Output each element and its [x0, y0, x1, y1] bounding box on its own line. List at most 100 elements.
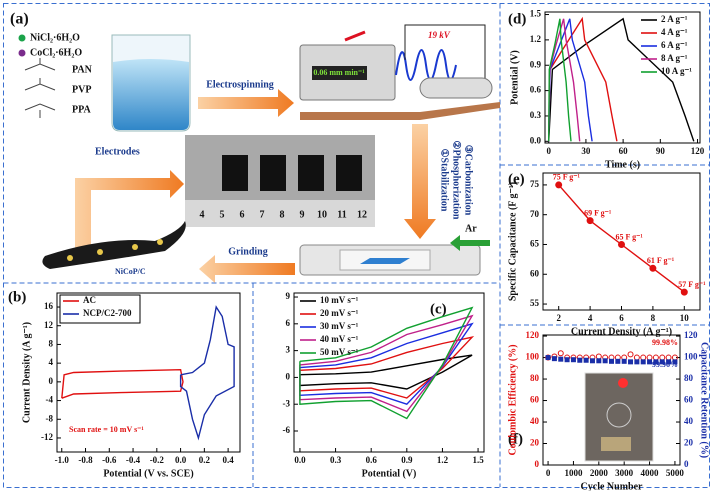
point	[640, 359, 646, 365]
gas: Ar	[465, 223, 477, 234]
data-label: 57 F g⁻¹	[678, 280, 706, 289]
y-tick-label: 0.0	[530, 135, 542, 145]
point	[558, 356, 564, 362]
point	[621, 358, 627, 364]
legend-label: 50 mV s⁻¹	[320, 347, 359, 357]
x-tick-label: -0.4	[126, 455, 141, 465]
x-tick-label: 3000	[615, 468, 634, 478]
y-tick-label: 0	[286, 371, 291, 381]
ruler-number: 6	[240, 209, 245, 220]
y-tick-label: 40	[530, 416, 540, 426]
point	[577, 357, 583, 363]
plot-frame	[293, 292, 485, 453]
structure	[24, 58, 56, 118]
series-line	[299, 322, 474, 406]
treatment: ③Carbonization	[463, 145, 474, 216]
ruler-number: 4	[200, 209, 205, 220]
x-tick-label: -0.6	[102, 455, 117, 465]
y-tick-label: -4	[46, 395, 54, 405]
icon	[18, 49, 26, 57]
x-tick-label: 2000	[590, 468, 609, 478]
point	[551, 356, 557, 362]
annotation: 99.96%	[652, 360, 678, 369]
series-line	[299, 314, 474, 413]
x-axis-label: Cycle Number	[581, 481, 643, 491]
y-tick-label: 20	[530, 438, 540, 448]
data-label: 75 F g⁻¹	[553, 173, 581, 182]
polymer: PVP	[72, 84, 91, 95]
arrow	[404, 124, 436, 239]
x-tick-label: 0.0	[175, 455, 187, 465]
point	[618, 240, 625, 248]
y-tick-label: 1.2	[530, 34, 542, 44]
y-tick-label: 16	[44, 301, 54, 311]
point	[659, 359, 665, 365]
product: NiCoP/C	[115, 267, 146, 276]
series-line	[548, 18, 572, 142]
panel-label: (a)	[10, 11, 29, 28]
y-tick-label: 9	[286, 291, 291, 301]
x-tick-label: 1000	[564, 468, 583, 478]
point	[596, 358, 602, 364]
y-tick-label: 8	[49, 339, 54, 349]
y-tick-label: 0	[535, 459, 540, 469]
x-tick-label: 0.3	[330, 455, 342, 465]
series-line	[548, 16, 618, 142]
y-tick-label: 0	[684, 459, 689, 469]
point	[666, 359, 672, 365]
x-tick-label: 6	[619, 313, 624, 323]
x-tick-label: 1.5	[472, 455, 484, 465]
panel-label: (e)	[508, 171, 525, 187]
treatment: ②Phosphorization	[451, 141, 462, 220]
point	[627, 351, 634, 358]
legend-label: 40 mV s⁻¹	[320, 334, 359, 344]
base	[300, 102, 500, 120]
series-line	[548, 18, 593, 142]
legend-frame	[59, 294, 141, 324]
point	[570, 357, 576, 363]
point	[653, 359, 659, 365]
point	[602, 358, 608, 364]
x-tick-label: 4000	[641, 468, 660, 478]
y-tick-label: 0.3	[530, 110, 542, 120]
x-axis-label: Potential (V)	[362, 468, 417, 479]
panel-label: (c)	[430, 301, 447, 317]
x-tick-label: 5000	[666, 468, 685, 478]
data-label: 65 F g⁻¹	[616, 232, 644, 241]
icon	[18, 34, 26, 42]
ruler-number: 5	[220, 209, 225, 220]
legend-label: 30 mV s⁻¹	[320, 321, 359, 331]
solution	[113, 59, 189, 130]
point	[564, 357, 570, 363]
series-line	[61, 368, 184, 399]
panel-label: (f)	[508, 431, 523, 447]
y-tick-label: 0	[49, 376, 54, 386]
legend-label: 10 A g⁻¹	[661, 66, 692, 76]
y2-axis-label: Capacitance Retention (%)	[699, 342, 710, 458]
y-tick-label: 1.5	[530, 9, 542, 19]
display	[312, 66, 367, 80]
wire	[404, 24, 486, 80]
ruler-number: 9	[300, 209, 305, 220]
y-tick-label: 60	[530, 268, 540, 278]
plot-frame	[56, 292, 241, 453]
annotation: Scan rate = 10 mV s⁻¹	[69, 425, 144, 434]
ruler-number: 12	[357, 209, 367, 220]
annotation: 99.98%	[652, 338, 678, 347]
y-tick-label: 6	[286, 318, 291, 328]
x-axis-label: Potential (V vs. SCE)	[103, 468, 193, 479]
x-tick-label: 0	[546, 146, 551, 156]
polymer: PAN	[72, 64, 93, 75]
y-tick-label: -3	[283, 398, 291, 408]
x-tick-label: 2	[556, 313, 561, 323]
electrode	[298, 155, 324, 191]
point	[545, 355, 551, 361]
y-tick-label: 12	[44, 320, 54, 330]
point	[628, 359, 634, 365]
x-tick-label: 0.0	[294, 455, 306, 465]
x-tick-label: 0	[546, 468, 551, 478]
y-axis-label: Current Density (A g⁻¹)	[21, 322, 32, 423]
data-label: 61 F g⁻¹	[647, 256, 675, 265]
panel-label: (d)	[508, 11, 526, 27]
y-axis-label: Potential (V)	[509, 50, 520, 105]
